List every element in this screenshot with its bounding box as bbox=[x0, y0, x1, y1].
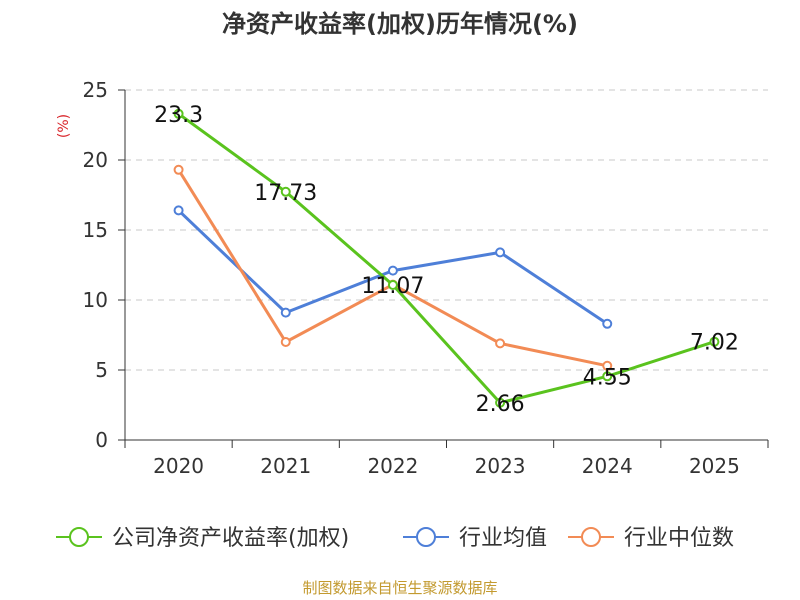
data-point bbox=[602, 318, 613, 329]
legend: 公司净资产收益率(加权) 行业均值 行业中位数 bbox=[56, 526, 734, 551]
chart-title: 净资产收益率(加权)历年情况(%) bbox=[222, 10, 578, 38]
data-label: 11.07 bbox=[361, 274, 424, 299]
source-note: 制图数据来自恒生聚源数据库 bbox=[302, 579, 497, 597]
data-point bbox=[602, 371, 613, 382]
data-point bbox=[495, 397, 506, 408]
data-point bbox=[387, 265, 398, 276]
legend-marker bbox=[581, 527, 601, 547]
y-tick-label: 0 bbox=[95, 428, 108, 452]
data-point bbox=[173, 164, 184, 175]
data-point bbox=[280, 186, 291, 197]
series-lines bbox=[173, 108, 720, 408]
data-point bbox=[173, 205, 184, 216]
data-label: 7.02 bbox=[690, 331, 739, 356]
grid-lines bbox=[125, 89, 768, 371]
data-point bbox=[387, 280, 398, 291]
data-point bbox=[173, 108, 184, 119]
legend-label: 公司净资产收益率(加权) bbox=[112, 526, 349, 551]
legend-marker bbox=[69, 527, 89, 547]
data-label: 2.66 bbox=[476, 392, 525, 417]
data-label: 17.73 bbox=[254, 181, 317, 206]
y-axis-unit-label: (%) bbox=[56, 114, 72, 138]
x-tick-label: 2022 bbox=[367, 454, 418, 478]
x-tick-label: 2025 bbox=[689, 454, 740, 478]
x-tick-label: 2023 bbox=[475, 454, 526, 478]
y-tick-label: 5 bbox=[95, 358, 108, 382]
y-tick-label: 15 bbox=[83, 218, 108, 242]
x-tick-label: 2020 bbox=[153, 454, 204, 478]
x-tick-label: 2024 bbox=[582, 454, 633, 478]
legend-label: 行业中位数 bbox=[624, 526, 734, 551]
series-line bbox=[177, 112, 715, 405]
legend-marker bbox=[416, 527, 436, 547]
data-point bbox=[602, 360, 613, 371]
data-point bbox=[709, 336, 720, 347]
data-labels: 23.3 17.73 11.07 2.66 4.55 7.02 bbox=[154, 103, 739, 417]
data-point bbox=[280, 307, 291, 318]
y-tick-label: 10 bbox=[83, 288, 108, 312]
data-label: 23.3 bbox=[154, 103, 203, 128]
data-label: 4.55 bbox=[583, 365, 632, 390]
data-point bbox=[280, 337, 291, 347]
y-tick-label: 25 bbox=[83, 78, 108, 102]
x-tick-label: 2021 bbox=[260, 454, 311, 478]
data-point bbox=[495, 338, 506, 349]
data-point bbox=[495, 247, 506, 258]
y-tick-label: 20 bbox=[83, 148, 108, 172]
legend-label: 行业均值 bbox=[459, 526, 547, 551]
